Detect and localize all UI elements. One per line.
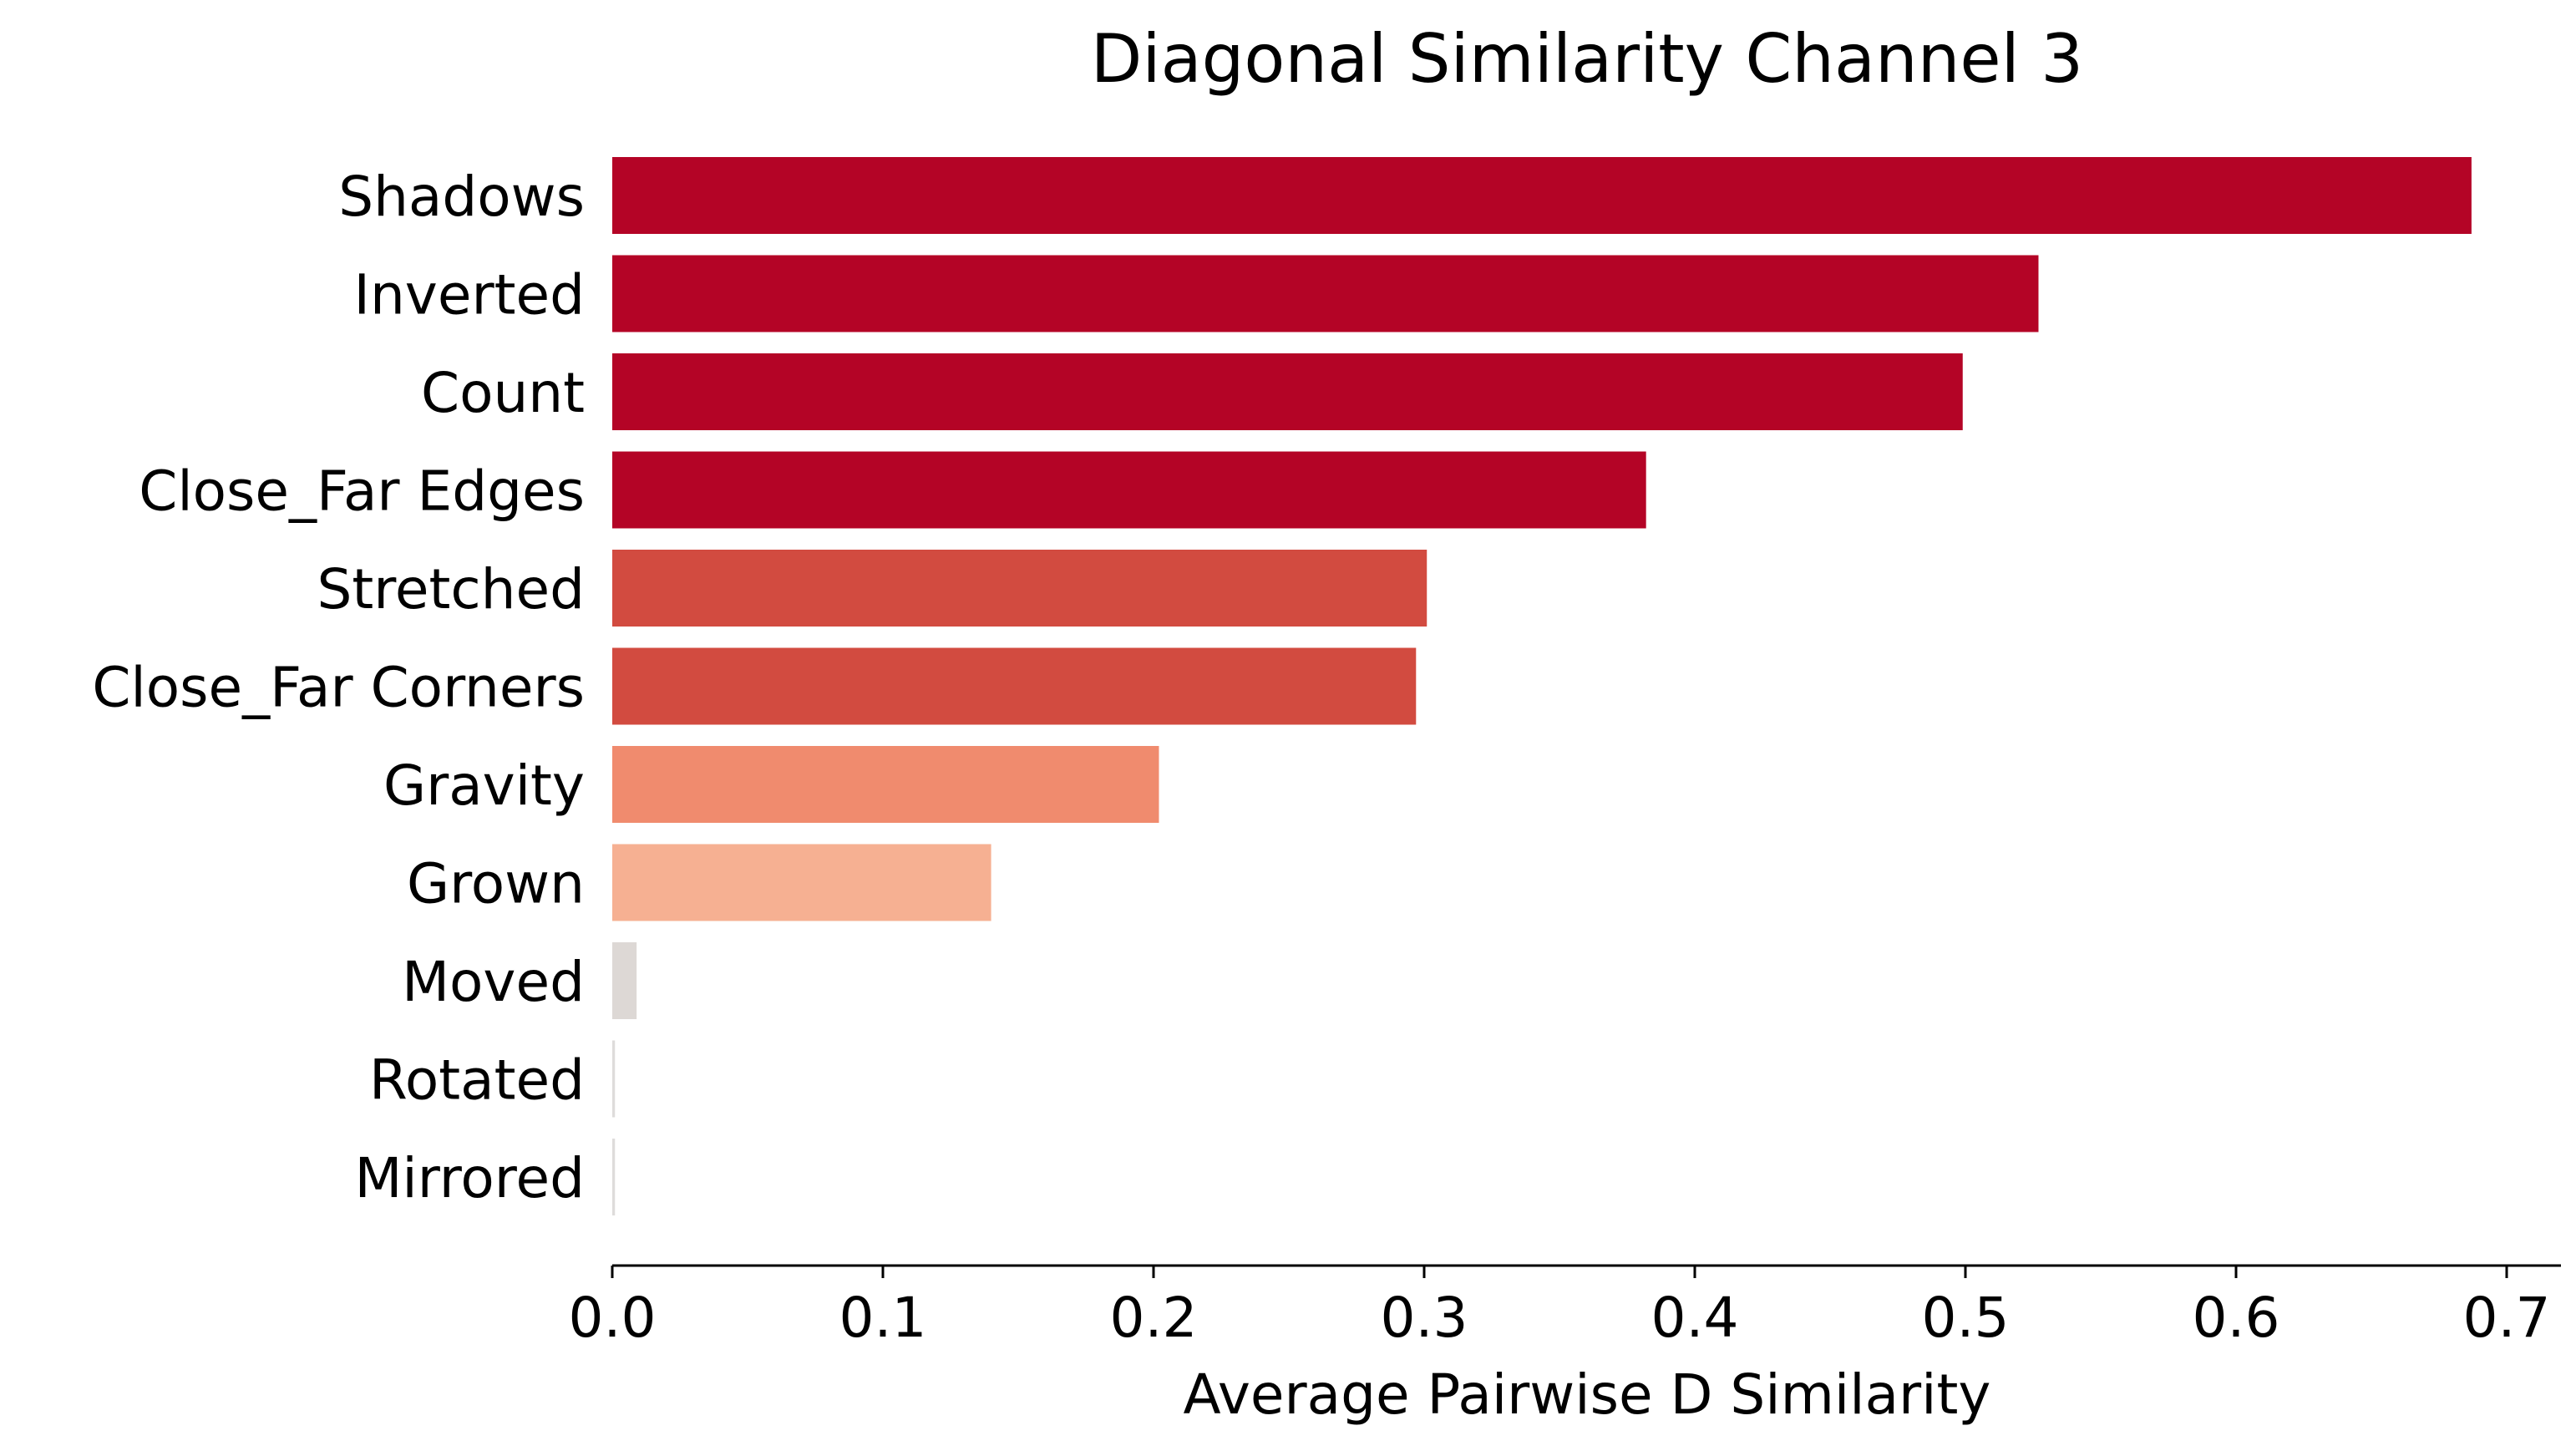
x-axis-label: Average Pairwise D Similarity <box>1184 1362 1991 1427</box>
category-labels-group: Shadows Inverted Count Close_Far Edges Stret… <box>92 165 585 1210</box>
x-tick-label: 0.5 <box>1922 1286 2010 1350</box>
category-label-stretched: Stretched <box>317 557 585 622</box>
category-label-grown: Grown <box>407 852 585 916</box>
bar-shadows <box>612 157 2472 234</box>
bar-close-far-corners <box>612 647 1417 725</box>
category-label-close-far-corners: Close_Far Corners <box>92 656 585 720</box>
x-tick-label: 0.2 <box>1110 1286 1198 1350</box>
bars-group <box>612 157 2472 1215</box>
category-label-rotated: Rotated <box>369 1048 585 1113</box>
bar-close-far-edges <box>612 451 1646 529</box>
x-tick-label: 0.6 <box>2193 1286 2280 1350</box>
bar-mirrored <box>612 1139 616 1215</box>
category-label-mirrored: Mirrored <box>354 1146 585 1210</box>
bar-rotated <box>612 1040 616 1118</box>
x-ticks-group: 0.0 0.1 0.2 0.3 0.4 0.5 0.6 0.7 <box>569 1266 2551 1350</box>
bar-gravity <box>612 746 1159 823</box>
category-label-shadows: Shadows <box>338 165 585 229</box>
x-tick-label: 0.4 <box>1651 1286 1739 1350</box>
bar-inverted <box>612 255 2039 332</box>
bar-stretched <box>612 550 1427 627</box>
x-tick-label: 0.3 <box>1381 1286 1468 1350</box>
category-label-count: Count <box>421 361 585 425</box>
category-label-inverted: Inverted <box>354 263 585 327</box>
x-tick-label: 0.0 <box>569 1286 657 1350</box>
category-label-close-far-edges: Close_Far Edges <box>139 459 585 524</box>
bar-moved <box>612 942 637 1019</box>
category-label-moved: Moved <box>402 950 585 1014</box>
bar-count <box>612 353 1963 430</box>
bar-grown <box>612 844 991 921</box>
category-label-gravity: Gravity <box>383 753 585 818</box>
x-tick-label: 0.7 <box>2463 1286 2551 1350</box>
x-tick-label: 0.1 <box>839 1286 927 1350</box>
chart-title: Diagonal Similarity Channel 3 <box>1091 20 2083 98</box>
